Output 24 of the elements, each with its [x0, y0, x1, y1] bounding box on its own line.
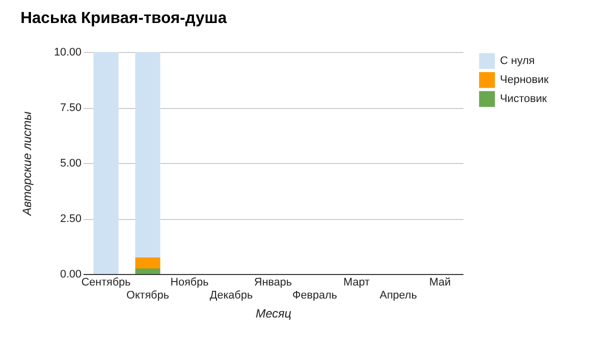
x-tick-label: Апрель	[380, 290, 418, 302]
y-tick-label: 10.00	[54, 46, 82, 58]
x-tick-label: Октябрь	[126, 290, 170, 302]
y-axis-title: Авторские листы	[20, 111, 34, 216]
y-tick-label: 0.00	[60, 268, 82, 280]
x-tick-label: Сентябрь	[81, 276, 131, 288]
legend-label: Чистовик	[500, 93, 547, 105]
bar	[135, 52, 160, 258]
x-tick-label: Декабрь	[210, 290, 253, 302]
bar	[135, 257, 160, 268]
x-tick-label: Ноябрь	[170, 276, 209, 288]
chart-title: Наська Кривая-твоя-душа	[20, 10, 227, 27]
y-tick-label: 5.00	[60, 158, 82, 170]
x-axis-title: Месяц	[256, 306, 292, 320]
bar	[135, 268, 160, 274]
legend-label: С нуля	[500, 55, 535, 67]
legend-label: Черновик	[500, 74, 549, 86]
x-tick-label: Январь	[254, 276, 292, 288]
x-tick-label: Март	[343, 276, 370, 288]
y-tick-label: 2.50	[60, 213, 82, 225]
x-tick-label: Февраль	[292, 290, 338, 302]
y-tick-label: 7.50	[60, 102, 82, 114]
bar	[93, 52, 118, 274]
x-tick-label: Май	[429, 276, 451, 288]
